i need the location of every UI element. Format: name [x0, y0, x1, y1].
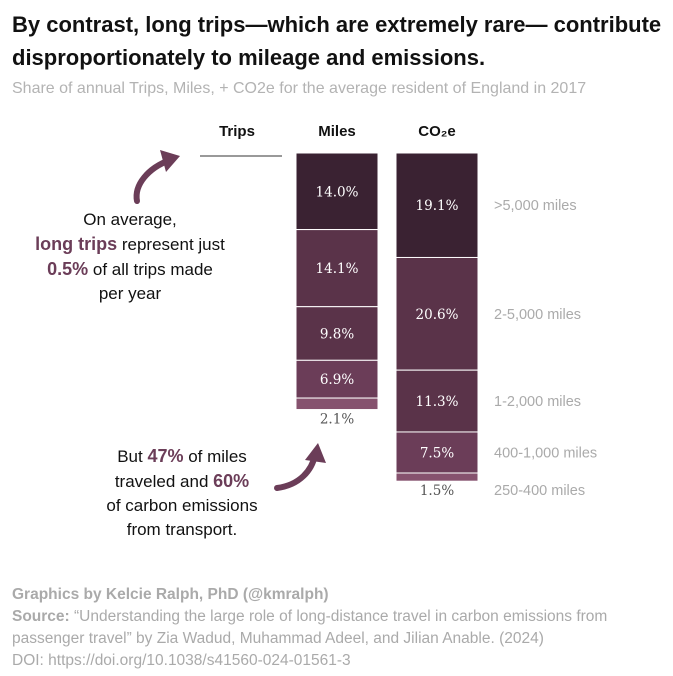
source-credit: Source: “Understanding the large role of… — [12, 608, 608, 647]
emissions-note: But 47% of miles traveled and 60% of car… — [106, 446, 258, 539]
data-label-1-4: 2.1% — [320, 412, 354, 428]
data-label-2-0: 19.1% — [416, 198, 459, 214]
category-label-1: Miles — [318, 123, 356, 140]
legend-label-3: 400-1,000 miles — [494, 445, 597, 461]
doi-credit: DOI: https://doi.org/10.1038/s41560-024-… — [12, 652, 351, 669]
data-label-2-2: 11.3% — [416, 394, 459, 410]
long-trips-note: On average, long trips represent just 0.… — [35, 210, 225, 303]
category-label-0: Trips — [219, 123, 255, 140]
data-label-1-2: 9.8% — [320, 327, 354, 343]
bar-2-seg-1 — [395, 256, 479, 371]
credits: Graphics by Kelcie Ralph, PhD (@kmralph)… — [12, 584, 662, 672]
bar-2-seg-3 — [395, 431, 479, 474]
legend-label-0: >5,000 miles — [494, 198, 577, 214]
data-label-2-4: 1.5% — [420, 483, 454, 499]
graphics-credit: Graphics by Kelcie Ralph, PhD (@kmralph) — [12, 586, 329, 603]
legend-label-2: 1-2,000 miles — [494, 394, 581, 410]
data-label-1-0: 14.0% — [316, 184, 359, 200]
data-label-2-1: 20.6% — [416, 307, 459, 323]
data-label-1-3: 6.9% — [320, 372, 354, 388]
bar-1-seg-0 — [295, 152, 379, 231]
chart-subtitle: Share of annual Trips, Miles, + CO2e for… — [12, 80, 587, 97]
data-label-2-3: 7.5% — [420, 445, 454, 461]
legend-label-1: 2-5,000 miles — [494, 307, 581, 323]
arrow-down-head-icon — [305, 443, 326, 463]
chart-title: By contrast, long trips—which are extrem… — [12, 12, 662, 70]
legend-label-4: 250-400 miles — [494, 483, 585, 499]
category-label-2: CO₂e — [418, 123, 456, 140]
bar-2-seg-4 — [395, 472, 479, 482]
arrow-up-head-icon — [160, 150, 180, 172]
bar-1-seg-1 — [295, 229, 379, 308]
bar-1-seg-3 — [295, 359, 379, 399]
data-label-1-1: 14.1% — [316, 261, 359, 277]
bar-1-seg-4 — [295, 397, 379, 411]
